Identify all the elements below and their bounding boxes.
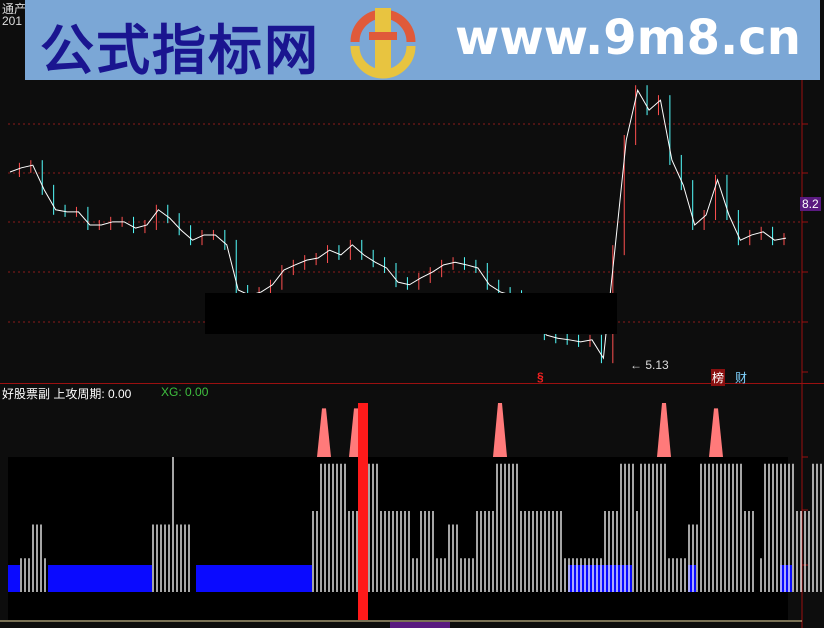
current-price-tag: 8.2 xyxy=(800,197,821,211)
blue-block xyxy=(196,565,312,592)
finance-tag[interactable]: 财 xyxy=(735,371,748,385)
blue-block xyxy=(8,565,20,592)
event-marker[interactable]: § xyxy=(537,370,544,384)
signal-peak xyxy=(493,403,507,457)
signal-peak xyxy=(317,408,331,457)
low-price-label: ← 5.13 xyxy=(630,358,669,372)
blue-block xyxy=(780,565,792,592)
indicator-title: 好股票副 上攻周期: 0.00 xyxy=(2,387,132,401)
overlay-box xyxy=(205,293,617,334)
blue-block xyxy=(48,565,152,592)
signal-peak xyxy=(709,408,723,457)
date-label: 201 xyxy=(2,14,23,28)
signal-peak xyxy=(657,403,671,457)
watermark-logo-icon xyxy=(350,8,416,79)
ranking-tag[interactable]: 榜 xyxy=(711,369,726,386)
stock-name: 通产 xyxy=(2,2,27,16)
indicator-area xyxy=(8,457,788,620)
price-line xyxy=(9,88,787,360)
watermark-site-name: 公式指标网 xyxy=(40,19,320,82)
signal-stripe xyxy=(358,403,368,620)
blue-block xyxy=(688,565,696,592)
watermark-banner xyxy=(25,0,820,80)
watermark-url: www.9m8.cn xyxy=(455,10,801,66)
scroll-thumb xyxy=(390,622,450,628)
indicator-xg-value: XG: 0.00 xyxy=(161,385,209,399)
